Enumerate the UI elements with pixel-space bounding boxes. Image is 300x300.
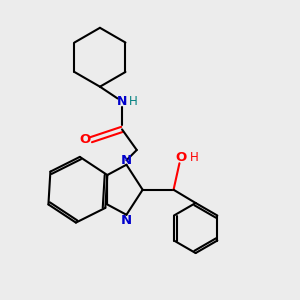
Text: O: O [79, 133, 90, 146]
Text: N: N [117, 95, 127, 108]
Text: N: N [121, 154, 132, 167]
Text: H: H [129, 95, 138, 108]
Text: O: O [175, 151, 187, 164]
Text: N: N [121, 214, 132, 227]
Text: H: H [190, 151, 199, 164]
